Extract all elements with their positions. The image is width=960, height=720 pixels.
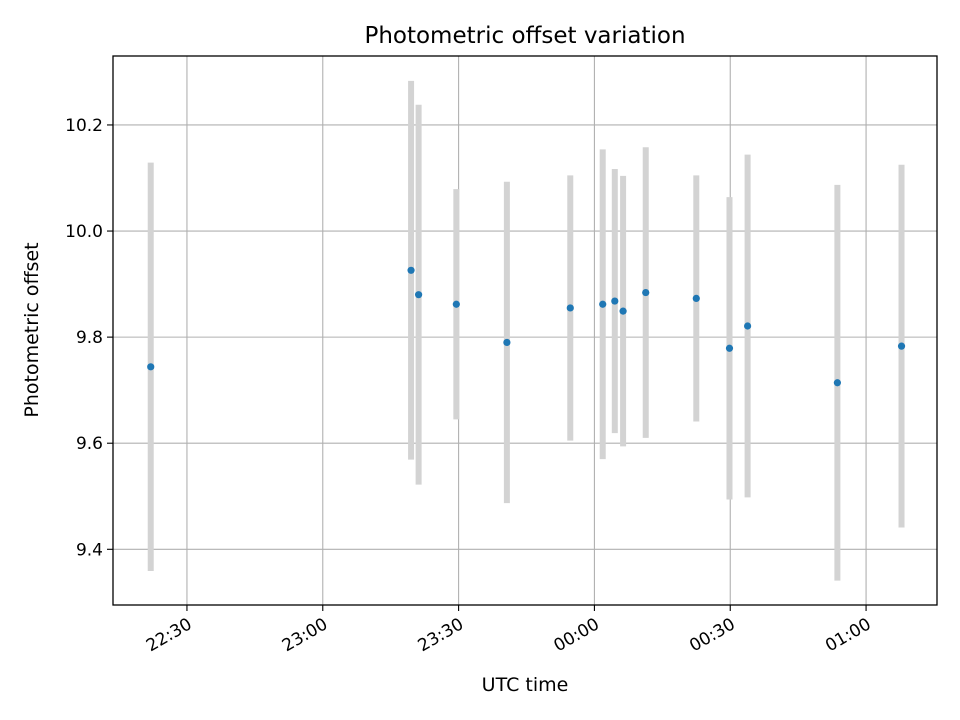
point-layer bbox=[147, 266, 906, 387]
plot-frame bbox=[112, 55, 938, 606]
data-point bbox=[619, 307, 627, 315]
data-point bbox=[452, 300, 460, 308]
data-point bbox=[642, 288, 650, 297]
data-point bbox=[415, 291, 423, 299]
data-point bbox=[744, 322, 752, 330]
data-point bbox=[407, 266, 415, 274]
data-point bbox=[503, 338, 511, 347]
y-tick-label: 9.8 bbox=[76, 328, 103, 348]
y-tick-label: 9.6 bbox=[76, 434, 103, 454]
y-tick-label: 10.2 bbox=[65, 116, 103, 136]
x-axis-label: UTC time bbox=[482, 674, 569, 696]
y-axis-ticks: 9.4 9.6 9.8 10.0 10.2 bbox=[65, 116, 113, 560]
y-axis-label: Photometric offset bbox=[21, 242, 43, 417]
data-point bbox=[147, 363, 155, 371]
data-point bbox=[566, 304, 574, 312]
data-point bbox=[692, 294, 700, 303]
data-point bbox=[611, 297, 619, 305]
chart-title: Photometric offset variation bbox=[364, 23, 685, 49]
data-point bbox=[599, 300, 607, 308]
data-point bbox=[833, 379, 841, 387]
y-tick-label: 10.0 bbox=[65, 222, 103, 242]
data-point bbox=[725, 344, 734, 352]
y-tick-label: 9.4 bbox=[76, 540, 103, 560]
data-point bbox=[897, 342, 906, 350]
